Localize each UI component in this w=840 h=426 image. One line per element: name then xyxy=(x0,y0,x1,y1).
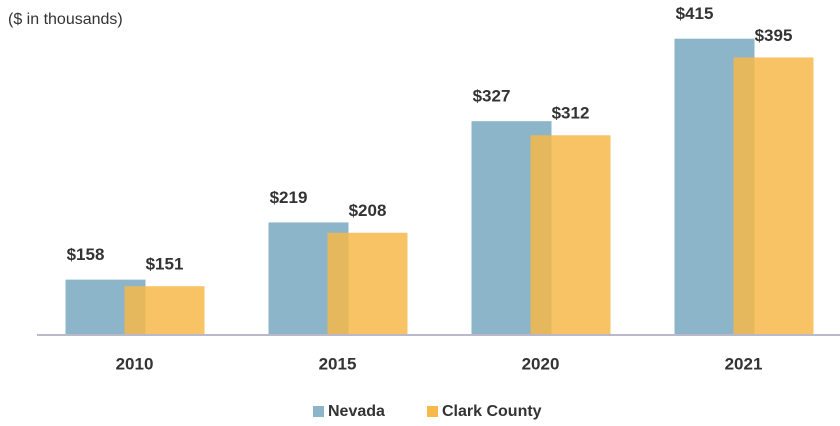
value-label: $208 xyxy=(349,201,387,220)
value-label: $219 xyxy=(270,188,308,207)
bar xyxy=(124,286,205,334)
value-label: $415 xyxy=(676,4,714,23)
value-label: $312 xyxy=(552,104,590,123)
legend-label: Clark County xyxy=(442,403,542,420)
value-label: $327 xyxy=(473,87,511,106)
bar xyxy=(530,135,611,334)
bar xyxy=(327,232,408,334)
x-tick-label: 2021 xyxy=(725,354,763,373)
x-tick-label: 2010 xyxy=(116,354,154,373)
legend-swatch xyxy=(313,406,324,417)
legend-label: Nevada xyxy=(328,403,385,420)
legend-swatch xyxy=(427,406,438,417)
value-label: $395 xyxy=(755,26,793,45)
value-label: $158 xyxy=(67,245,105,264)
x-tick-label: 2020 xyxy=(522,354,560,373)
value-label: $151 xyxy=(146,255,184,274)
x-tick-label: 2015 xyxy=(319,354,357,373)
chart-subtitle: ($ in thousands) xyxy=(8,11,123,28)
bar xyxy=(733,57,814,334)
